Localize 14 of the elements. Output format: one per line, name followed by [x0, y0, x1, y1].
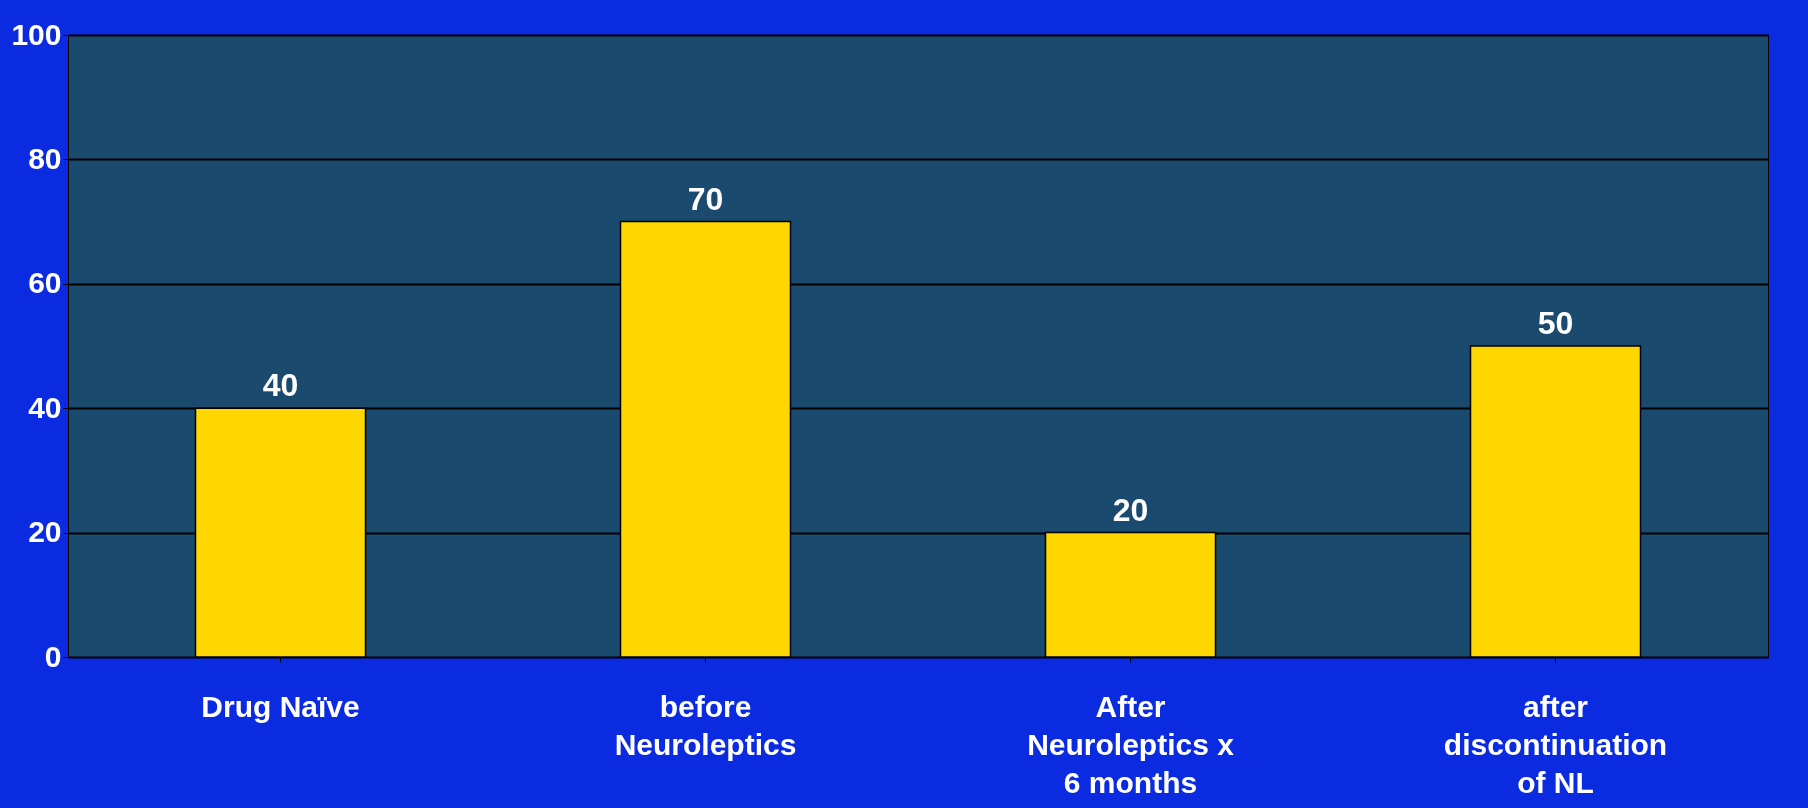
x-tick-label: After Neuroleptics x 6 months [1027, 689, 1235, 799]
data-label: 50 [1537, 305, 1574, 341]
data-label: 70 [687, 180, 724, 217]
x-tick-label: after discontinuation of NL [1443, 689, 1668, 799]
data-label: 20 [1112, 491, 1149, 528]
y-tick-label: 0 [44, 639, 62, 673]
x-tick-label: before Neuroleptics [614, 689, 797, 761]
y-tick-label: 20 [28, 515, 62, 549]
y-tick-label: 60 [28, 266, 62, 300]
y-tick-label: 100 [11, 17, 62, 51]
data-label: 40 [262, 367, 299, 404]
x-tick-label: Drug Naïve [201, 689, 360, 723]
y-tick-label: 40 [28, 390, 62, 424]
y-tick-label: 80 [28, 141, 62, 175]
